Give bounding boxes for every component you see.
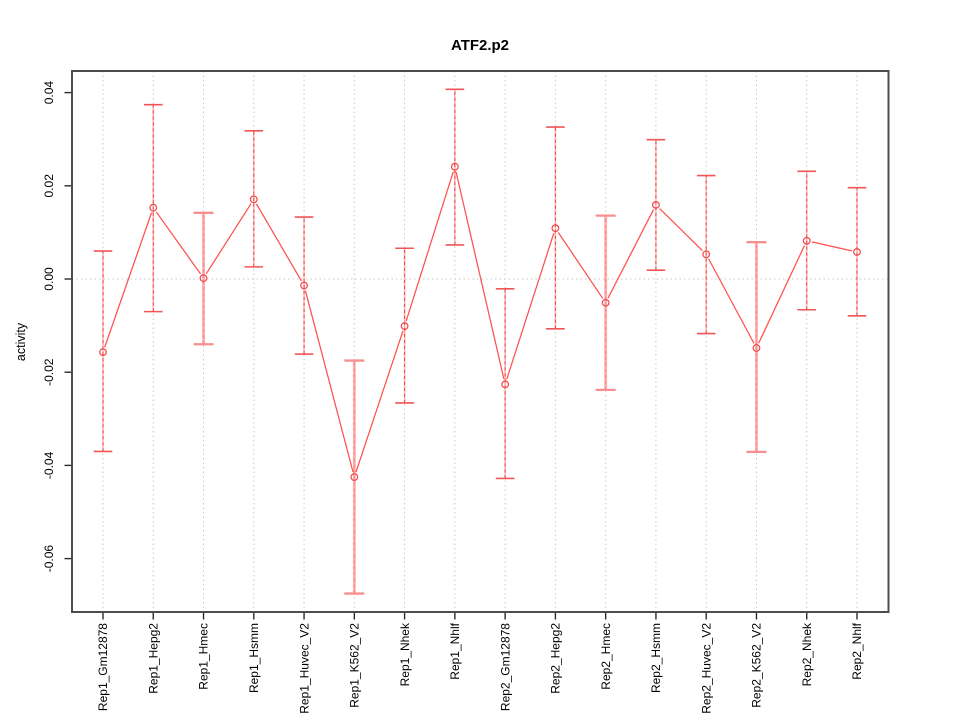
series-segment (758, 245, 806, 344)
series-segment (355, 330, 404, 473)
y-axis-label: activity (14, 322, 28, 361)
data-point (551, 224, 560, 233)
data-point (300, 281, 308, 290)
series-segment (811, 241, 853, 252)
x-tick-label: Rep1_Nhek (398, 622, 412, 686)
series-segment (455, 171, 505, 380)
x-tick-label: Rep2_K562_V2 (750, 623, 764, 708)
x-tick-label: Rep1_Hsmm (247, 623, 261, 693)
series-segment (708, 258, 755, 344)
x-tick-label: Rep1_Gm12878 (96, 623, 110, 711)
data-point (802, 236, 811, 245)
data-point (853, 248, 861, 256)
data-point (450, 162, 459, 171)
series-segment (659, 208, 703, 252)
plot-border (71, 70, 890, 613)
data-point (99, 348, 107, 357)
plot-title: ATF2.p2 (451, 37, 509, 54)
y-tick-label: 0.04 (42, 81, 56, 105)
y-tick-label: -0.06 (42, 545, 56, 573)
data-point (702, 250, 711, 259)
y-tick-label: -0.04 (42, 451, 56, 479)
data-point (752, 344, 761, 352)
x-tick-label: Rep1_K562_V2 (348, 623, 362, 708)
x-tick-label: Rep1_Hepg2 (146, 623, 160, 694)
data-point (199, 274, 208, 282)
series-segment (205, 203, 252, 275)
y-tick-label: 0.00 (42, 267, 56, 291)
series-segment (304, 290, 354, 473)
data-point (601, 298, 610, 307)
x-tick-label: Rep2_Nhlf (850, 622, 864, 679)
x-tick-label: Rep1_Huvec_V2 (297, 623, 311, 714)
x-tick-label: Rep2_Hmec (599, 623, 613, 690)
x-tick-label: Rep1_Nhlf (448, 622, 462, 679)
x-tick-label: Rep2_Nhek (800, 622, 814, 686)
data-point (501, 380, 510, 389)
data-point (149, 203, 158, 212)
series-segment (104, 212, 153, 348)
x-tick-label: Rep2_Huvec_V2 (699, 623, 713, 714)
series-segment (607, 209, 655, 299)
x-tick-label: Rep1_Hmec (197, 623, 211, 690)
data-point (350, 473, 359, 481)
x-tick-label: Rep2_Hsmm (649, 623, 663, 693)
series-segment (405, 171, 454, 322)
data-point (249, 195, 258, 204)
series-segment (506, 232, 555, 380)
data-point (400, 322, 409, 330)
series-segment (255, 203, 302, 282)
series-segment (557, 232, 604, 299)
data-point (652, 200, 660, 209)
y-tick-label: -0.02 (42, 358, 56, 386)
x-tick-label: Rep2_Gm12878 (498, 623, 512, 711)
series-segment (155, 211, 202, 275)
x-tick-label: Rep2_Hepg2 (549, 623, 563, 694)
y-tick-label: 0.02 (42, 174, 56, 198)
